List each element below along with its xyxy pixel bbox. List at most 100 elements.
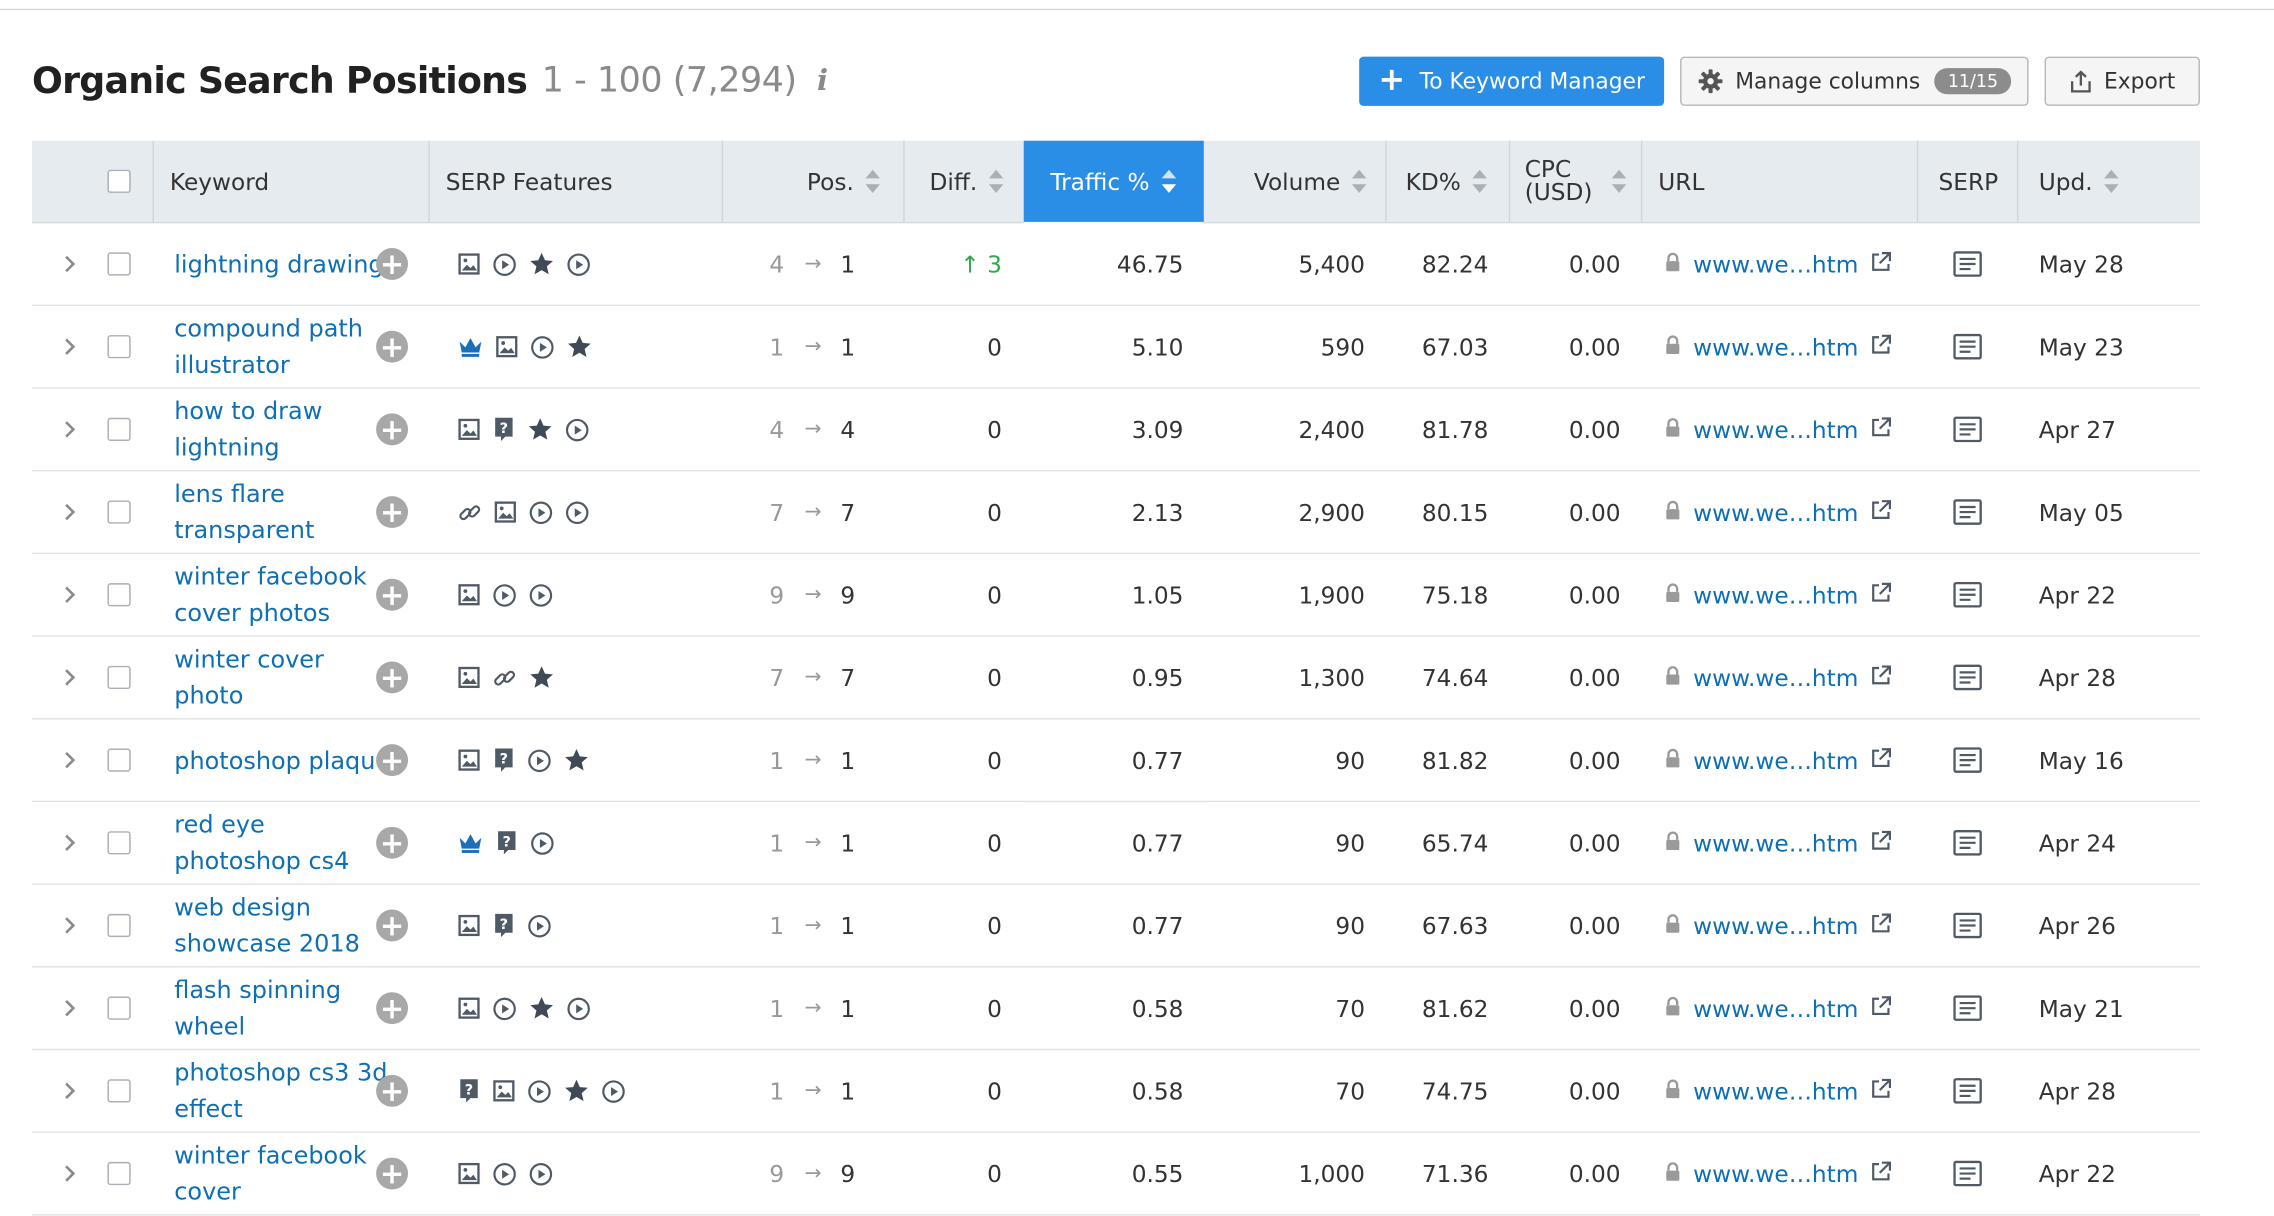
video-feature-icon[interactable] <box>527 913 552 938</box>
keyword-link[interactable]: web design showcase 2018 <box>174 893 360 958</box>
link-feature-icon[interactable] <box>457 500 482 525</box>
table-row[interactable]: web design showcase 2018 + ? 1 → 1 0 0.77… <box>31 884 2200 968</box>
table-row[interactable]: winter facebook cover photos + 9 → 9 0 1.… <box>31 554 2200 637</box>
external-link-icon[interactable] <box>1870 994 1892 1022</box>
question-feature-icon[interactable]: ? <box>492 747 515 773</box>
video-feature-icon[interactable] <box>527 748 552 773</box>
keyword-link[interactable]: photoshop cs3 3d effect <box>174 1058 388 1123</box>
image-feature-icon[interactable] <box>457 252 480 275</box>
serp-snapshot-icon[interactable] <box>1949 1050 1985 1131</box>
external-link-icon[interactable] <box>1870 250 1892 278</box>
table-row[interactable]: photoshop plaque + ? 1 → 1 0 0.77 90 81.… <box>31 719 2200 803</box>
add-to-list-button[interactable]: + <box>376 802 409 883</box>
add-to-list-button[interactable]: + <box>376 885 409 966</box>
expand-row-chevron-icon[interactable] <box>52 637 87 718</box>
keyword-link[interactable]: red eye photoshop cs4 <box>174 810 350 875</box>
serp-snapshot-icon[interactable] <box>1949 802 1985 883</box>
star-feature-icon[interactable] <box>566 334 592 360</box>
external-link-icon[interactable] <box>1870 581 1892 609</box>
col-pos[interactable]: Pos. <box>722 141 882 222</box>
video-feature-icon[interactable] <box>565 417 590 442</box>
image-feature-icon[interactable] <box>495 335 518 358</box>
table-row[interactable]: winter cover photo + 7 → 7 0 0.95 1,300 7… <box>31 636 2200 720</box>
external-link-icon[interactable] <box>1870 746 1892 774</box>
expand-row-chevron-icon[interactable] <box>52 223 87 304</box>
row-checkbox[interactable] <box>107 885 133 966</box>
external-link-icon[interactable] <box>1870 498 1892 526</box>
question-feature-icon[interactable]: ? <box>492 416 515 442</box>
video-feature-icon[interactable] <box>527 1079 552 1104</box>
image-feature-icon[interactable] <box>457 583 480 606</box>
col-keyword[interactable]: Keyword <box>169 167 270 196</box>
external-link-icon[interactable] <box>1870 829 1892 857</box>
star-feature-icon[interactable] <box>563 747 589 773</box>
select-all-checkbox[interactable] <box>107 141 131 222</box>
video-feature-icon[interactable] <box>529 500 554 525</box>
star-feature-icon[interactable] <box>527 416 553 442</box>
col-volume[interactable]: Volume <box>1205 141 1368 222</box>
add-to-list-button[interactable]: + <box>376 1133 409 1214</box>
row-checkbox[interactable] <box>107 471 133 552</box>
image-feature-icon[interactable] <box>457 666 480 689</box>
table-row[interactable]: red eye photoshop cs4 + ? 1 → 1 0 0.77 90… <box>31 802 2200 885</box>
video-feature-icon[interactable] <box>530 334 555 359</box>
question-feature-icon[interactable]: ? <box>495 830 518 856</box>
star-feature-icon[interactable] <box>529 251 555 277</box>
video-feature-icon[interactable] <box>565 500 590 525</box>
external-link-icon[interactable] <box>1870 664 1892 692</box>
url-link[interactable]: www.we…htm <box>1693 746 1859 774</box>
add-to-list-button[interactable]: + <box>376 1050 409 1131</box>
keyword-link[interactable]: how to draw lightning <box>174 397 323 462</box>
add-to-list-button[interactable]: + <box>376 471 409 552</box>
table-row[interactable]: how to draw lightning + ? 4 → 4 0 3.09 2,… <box>31 388 2200 472</box>
link-feature-icon[interactable] <box>492 665 517 690</box>
video-feature-icon[interactable] <box>492 996 517 1021</box>
row-checkbox[interactable] <box>107 306 133 387</box>
image-feature-icon[interactable] <box>457 1162 480 1185</box>
serp-snapshot-icon[interactable] <box>1949 389 1985 470</box>
url-link[interactable]: www.we…htm <box>1693 332 1859 361</box>
row-checkbox[interactable] <box>107 719 133 800</box>
col-upd[interactable]: Upd. <box>2039 141 2120 222</box>
table-row[interactable]: winter facebook cover + 9 → 9 0 0.55 1,00… <box>31 1132 2200 1216</box>
add-to-list-button[interactable]: + <box>376 223 409 304</box>
url-link[interactable]: www.we…htm <box>1693 498 1859 526</box>
video-feature-icon[interactable] <box>492 582 517 607</box>
url-link[interactable]: www.we…htm <box>1693 415 1859 444</box>
row-checkbox[interactable] <box>107 389 133 470</box>
crown-feature-icon[interactable] <box>457 335 483 358</box>
row-checkbox[interactable] <box>107 637 133 718</box>
url-link[interactable]: www.we…htm <box>1693 1159 1859 1188</box>
add-to-list-button[interactable]: + <box>376 554 409 635</box>
external-link-icon[interactable] <box>1870 1160 1892 1188</box>
expand-row-chevron-icon[interactable] <box>52 1050 87 1131</box>
keyword-link[interactable]: lightning drawing <box>174 250 384 278</box>
video-feature-icon[interactable] <box>492 252 517 277</box>
manage-columns-button[interactable]: Manage columns 11/15 <box>1680 56 2029 106</box>
add-to-list-button[interactable]: + <box>376 719 409 800</box>
serp-snapshot-icon[interactable] <box>1949 554 1985 635</box>
col-cpc[interactable]: CPC (USD) <box>1525 141 1628 222</box>
external-link-icon[interactable] <box>1870 416 1892 444</box>
table-row[interactable]: lens flare transparent + 7 → 7 0 2.13 2,9… <box>31 471 2200 555</box>
expand-row-chevron-icon[interactable] <box>52 802 87 883</box>
url-link[interactable]: www.we…htm <box>1693 829 1859 857</box>
expand-row-chevron-icon[interactable] <box>52 1133 87 1214</box>
image-feature-icon[interactable] <box>494 500 517 523</box>
add-to-list-button[interactable]: + <box>376 389 409 470</box>
video-feature-icon[interactable] <box>530 830 555 855</box>
row-checkbox[interactable] <box>107 968 133 1049</box>
expand-row-chevron-icon[interactable] <box>52 719 87 800</box>
image-feature-icon[interactable] <box>457 997 480 1020</box>
image-feature-icon[interactable] <box>457 418 480 441</box>
keyword-link[interactable]: photoshop plaque <box>174 746 391 774</box>
video-feature-icon[interactable] <box>566 252 591 277</box>
image-feature-icon[interactable] <box>457 749 480 772</box>
url-link[interactable]: www.we…htm <box>1693 911 1859 940</box>
col-traffic[interactable]: Traffic % <box>1023 140 1204 222</box>
question-feature-icon[interactable]: ? <box>457 1078 480 1104</box>
serp-snapshot-icon[interactable] <box>1949 637 1985 718</box>
external-link-icon[interactable] <box>1870 333 1892 361</box>
expand-row-chevron-icon[interactable] <box>52 885 87 966</box>
video-feature-icon[interactable] <box>566 996 591 1021</box>
